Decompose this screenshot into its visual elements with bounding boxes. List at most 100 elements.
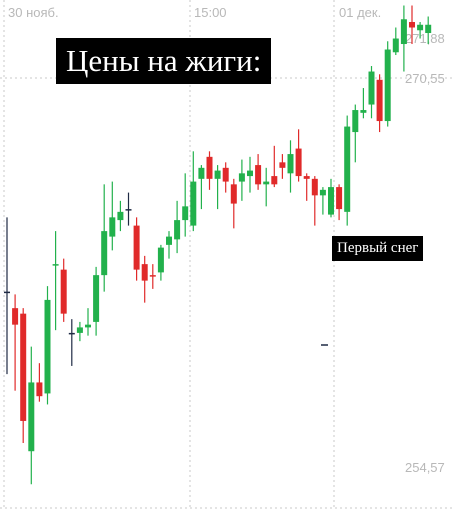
- x-tick-label: 01 дек.: [339, 5, 381, 20]
- candle-body: [101, 231, 108, 276]
- candle-body: [319, 189, 326, 196]
- candle-body: [409, 22, 415, 28]
- candle: [409, 5, 415, 45]
- candle: [238, 159, 245, 201]
- chart-title: Цены на жиги:: [56, 38, 272, 84]
- candle: [190, 151, 197, 232]
- candle-body: [303, 176, 310, 179]
- candle: [174, 200, 181, 254]
- candle-body: [230, 184, 237, 204]
- candle: [68, 319, 75, 366]
- candle-body: [190, 181, 197, 226]
- candles-layer: [4, 5, 432, 485]
- candle-body: [36, 382, 43, 397]
- candle: [247, 156, 253, 193]
- candle-body: [263, 181, 270, 185]
- candle: [255, 154, 262, 190]
- candle-body: [247, 170, 253, 177]
- candle-body: [392, 38, 399, 53]
- candle: [206, 151, 213, 190]
- candle: [368, 66, 375, 119]
- candle: [4, 217, 10, 375]
- candle-body: [12, 308, 19, 325]
- candle-body: [141, 264, 148, 281]
- candle: [263, 167, 270, 207]
- candle: [303, 173, 310, 201]
- candle: [198, 165, 205, 210]
- candle: [52, 231, 59, 331]
- candle: [12, 294, 19, 391]
- candle-body: [174, 220, 181, 240]
- candle: [376, 74, 383, 133]
- candle: [101, 184, 108, 292]
- candle-body: [255, 165, 262, 185]
- candle: [214, 165, 221, 210]
- candle-body: [109, 217, 116, 237]
- candle: [336, 184, 343, 221]
- candle-body: [85, 324, 91, 328]
- candle-body: [311, 178, 318, 196]
- x-tick-label: 15:00: [194, 5, 227, 20]
- candle: [166, 231, 172, 259]
- candle-body: [149, 275, 156, 277]
- candle-body: [125, 209, 132, 211]
- candle-body: [271, 176, 278, 185]
- candle: [400, 5, 407, 72]
- candle: [319, 187, 326, 215]
- candle-body: [368, 71, 375, 105]
- candle: [109, 181, 116, 251]
- candle: [60, 258, 67, 322]
- candle: [287, 140, 294, 193]
- candle: [344, 115, 351, 226]
- candle: [20, 308, 27, 443]
- candle: [352, 104, 359, 163]
- candle: [117, 200, 124, 232]
- candle: [328, 178, 334, 218]
- candle: [425, 16, 432, 45]
- candle-body: [295, 148, 302, 177]
- candle: [133, 217, 140, 281]
- candle-body: [222, 167, 229, 182]
- candle-body: [157, 247, 164, 273]
- candle: [182, 173, 189, 237]
- candle: [271, 145, 278, 188]
- y-tick-label: 254,57: [405, 460, 445, 475]
- candle-body: [4, 291, 10, 294]
- candle: [384, 41, 391, 127]
- candle-body: [336, 187, 343, 210]
- candle-body: [20, 313, 27, 421]
- candle-body: [60, 269, 67, 314]
- candle: [36, 363, 43, 402]
- candle-body: [28, 382, 35, 452]
- candle: [392, 27, 399, 56]
- candle: [360, 88, 367, 119]
- candle: [141, 255, 148, 303]
- candle-body: [238, 173, 245, 182]
- candle-body: [344, 126, 351, 212]
- x-tick-label: 30 нояб.: [8, 5, 59, 20]
- candle: [157, 244, 164, 281]
- candle-body: [360, 110, 367, 113]
- candle: [93, 266, 100, 336]
- candle-body: [400, 19, 407, 45]
- candle-body: [76, 327, 83, 333]
- candle: [295, 129, 302, 182]
- candle-body: [328, 187, 334, 215]
- candle-body: [133, 225, 140, 270]
- candle: [222, 162, 229, 193]
- candle: [230, 178, 237, 229]
- candle: [44, 286, 51, 405]
- candle: [85, 308, 91, 336]
- candle-body: [417, 24, 424, 31]
- candle-body: [198, 167, 205, 179]
- candle-body: [93, 275, 100, 322]
- candle-body: [68, 332, 75, 335]
- candle: [279, 154, 286, 179]
- candle-body: [206, 156, 213, 179]
- candle-body: [182, 206, 189, 221]
- candle: [28, 346, 35, 485]
- candle-body: [214, 170, 221, 179]
- candle: [125, 192, 132, 226]
- candle-body: [376, 79, 383, 122]
